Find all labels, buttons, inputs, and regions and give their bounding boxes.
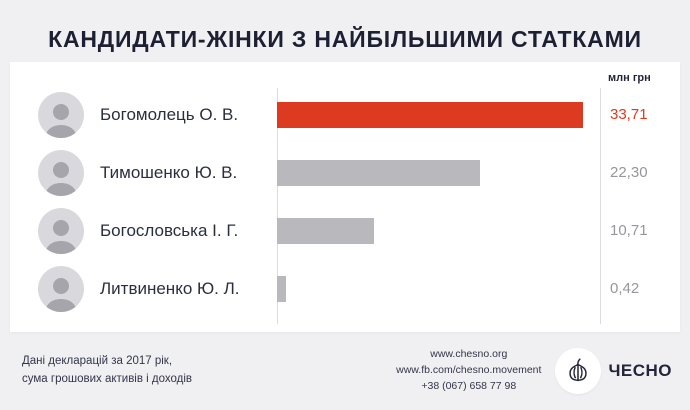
bar-row: Тимошенко Ю. В. 22,30	[10, 144, 680, 202]
axis-line-right	[600, 88, 601, 324]
chesno-logo: ЧЕСНО	[555, 348, 672, 394]
data-source-note: Дані декларацій за 2017 рік, сума грошов…	[22, 353, 192, 389]
value-label: 10,71	[610, 222, 648, 239]
candidate-name: Литвиненко Ю. Л.	[100, 279, 240, 298]
note-line-1: Дані декларацій за 2017 рік,	[22, 355, 173, 368]
candidate-photo	[38, 150, 84, 196]
person-silhouette-icon	[45, 278, 77, 312]
value-label: 33,71	[610, 106, 648, 123]
candidate-photo	[38, 92, 84, 138]
chart-card: млн грн Богомолець О. В. 33,71 Тимошенко…	[10, 62, 680, 332]
value-bar	[277, 102, 584, 128]
footer: Дані декларацій за 2017 рік, сума грошов…	[0, 332, 690, 410]
value-bar	[277, 276, 286, 302]
bar-rows: Богомолець О. В. 33,71 Тимошенко Ю. В. 2…	[10, 86, 680, 318]
value-label: 22,30	[610, 164, 648, 181]
website-url: www.chesno.org	[430, 348, 508, 361]
contact-block: www.chesno.org www.fb.com/chesno.movemen…	[396, 347, 541, 394]
candidate-name: Богословська І. Г.	[100, 221, 239, 240]
facebook-url: www.fb.com/chesno.movement	[396, 364, 542, 377]
candidate-name: Богомолець О. В.	[100, 105, 239, 124]
garlic-icon	[555, 348, 602, 394]
bar-row: Богословська І. Г. 10,71	[10, 202, 680, 260]
logo-text: ЧЕСНО	[608, 361, 672, 380]
bar-row: Литвиненко Ю. Л. 0,42	[10, 260, 680, 318]
person-silhouette-icon	[45, 162, 77, 196]
person-silhouette-icon	[45, 104, 77, 138]
candidate-name: Тимошенко Ю. В.	[100, 163, 238, 182]
note-line-2: сума грошових активів і доходів	[22, 373, 193, 385]
value-bar	[277, 160, 480, 186]
axis-line-left	[277, 88, 278, 324]
page-title: КАНДИДАТИ-ЖІНКИ З НАЙБІЛЬШИМИ СТАТКАМИ	[48, 26, 642, 52]
candidate-photo	[38, 266, 84, 312]
unit-label: млн грн	[608, 72, 651, 84]
value-label: 0,42	[610, 280, 640, 297]
candidate-photo	[38, 208, 84, 254]
value-bar	[277, 218, 375, 244]
phone-number: +38 (067) 658 77 98	[421, 379, 517, 392]
bar-row: Богомолець О. В. 33,71	[10, 86, 680, 144]
person-silhouette-icon	[45, 220, 77, 254]
